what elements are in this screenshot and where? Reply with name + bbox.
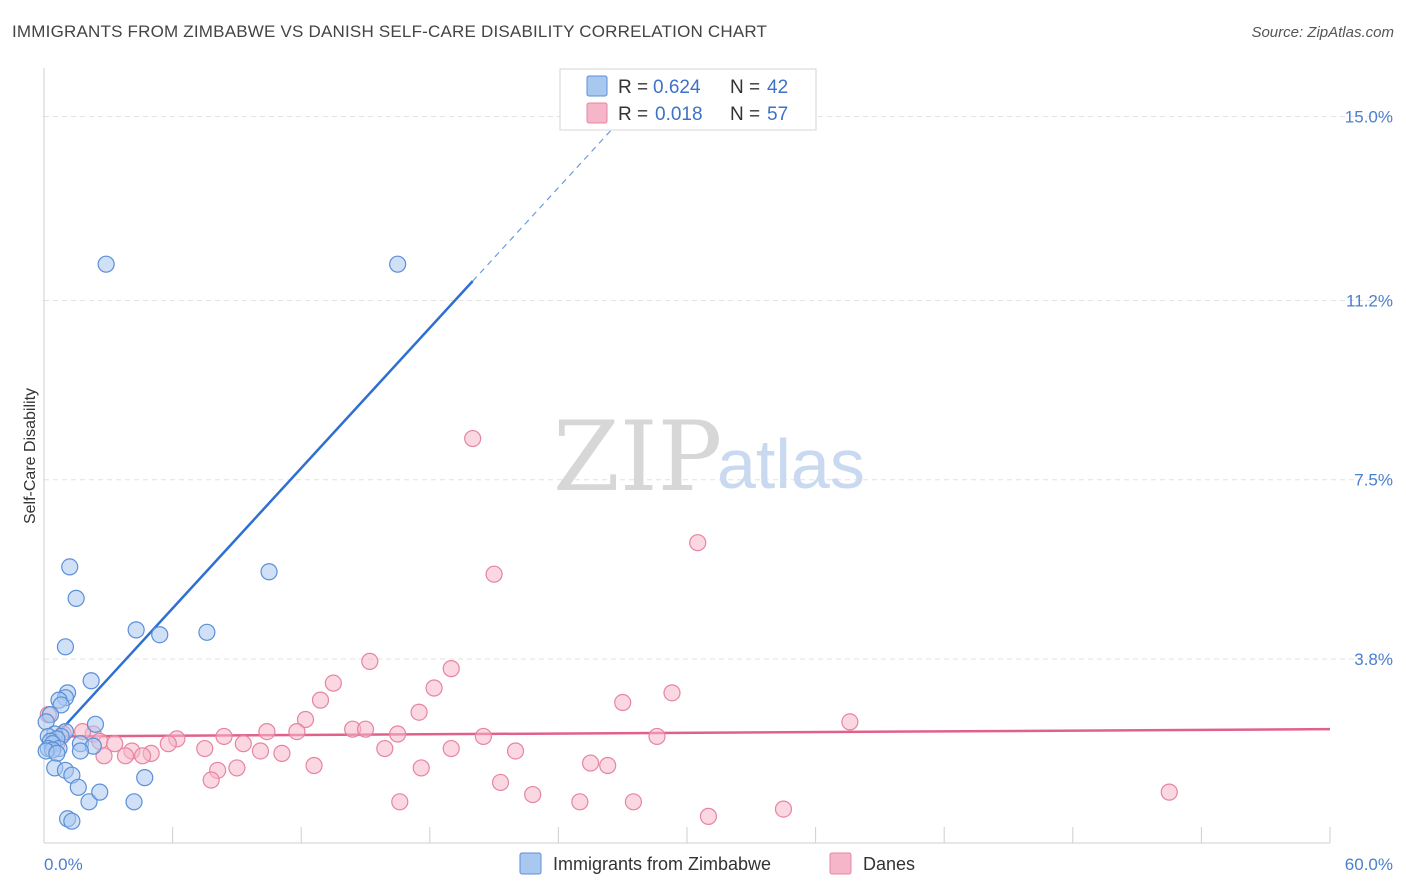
zimbabwe-point xyxy=(56,638,75,656)
danes-point xyxy=(296,710,315,729)
y-axis-label: Self-Care Disability xyxy=(22,388,39,524)
zimbabwe-point xyxy=(151,626,169,644)
danes-point xyxy=(699,807,718,825)
danes-point xyxy=(425,679,443,697)
watermark-atlas: atlas xyxy=(717,425,865,503)
danes-point xyxy=(389,725,407,743)
zimbabwe-point xyxy=(198,623,216,641)
danes-point xyxy=(624,793,643,811)
danes-point xyxy=(689,534,707,552)
legend-r-value-pink: 0.018 xyxy=(655,104,703,125)
zimbabwe-point xyxy=(69,778,87,796)
zimbabwe-point xyxy=(125,793,143,811)
danes-point xyxy=(485,565,503,583)
zimbabwe-point xyxy=(260,563,278,581)
danes-point xyxy=(159,735,177,753)
danes-point xyxy=(442,739,460,758)
danes-point xyxy=(251,742,270,760)
zimbabwe-point xyxy=(80,793,98,811)
danes-point xyxy=(95,747,113,765)
danes-trend-line xyxy=(43,727,1331,738)
danes-point xyxy=(774,800,793,818)
bottom-legend-swatch-danes xyxy=(829,852,852,875)
danes-point xyxy=(273,744,291,762)
y-tick-label: 7.5% xyxy=(1354,471,1393,490)
bottom-legend: Immigrants from Zimbabwe Danes xyxy=(519,852,915,875)
danes-point xyxy=(571,793,589,811)
danes-point xyxy=(202,771,220,789)
zimbabwe-point xyxy=(136,769,154,787)
legend-n-value-pink: 57 xyxy=(767,104,788,125)
danes-point xyxy=(491,773,510,792)
points-layer xyxy=(37,255,1178,830)
danes-point xyxy=(506,742,525,760)
grid-layer: 3.8% 7.5% 11.2% 15.0% xyxy=(43,107,1393,843)
legend-n-label-blue: N = xyxy=(730,77,760,98)
chart-title: IMMIGRANTS FROM ZIMBABWE VS DANISH SELF-… xyxy=(12,22,768,41)
x-tick-min: 0.0% xyxy=(44,855,83,874)
zimbabwe-point xyxy=(389,255,407,273)
danes-point xyxy=(410,703,428,721)
danes-point xyxy=(356,720,375,738)
danes-point xyxy=(258,722,276,741)
danes-point xyxy=(324,674,342,692)
legend-n-label-pink: N = xyxy=(730,104,760,125)
danes-point xyxy=(361,652,379,670)
zimbabwe-point xyxy=(97,255,115,273)
zimbabwe-point xyxy=(48,744,66,762)
danes-point xyxy=(1160,783,1178,801)
danes-point xyxy=(581,754,600,772)
bottom-legend-swatch-zimbabwe xyxy=(519,852,542,875)
danes-point xyxy=(648,727,666,746)
legend-r-value-blue: 0.624 xyxy=(653,77,701,98)
zimbabwe-trend-line xyxy=(43,280,474,750)
legend-box: R = 0.624 N = 42 R = 0.018 N = 57 xyxy=(559,68,817,131)
danes-point xyxy=(288,722,306,741)
zimbabwe-point xyxy=(71,742,90,760)
danes-point xyxy=(305,756,323,775)
legend-r-label-pink: R = xyxy=(618,104,648,125)
zimbabwe-point xyxy=(127,621,145,639)
danes-point xyxy=(311,691,330,709)
bottom-legend-label-danes: Danes xyxy=(863,854,915,874)
danes-point xyxy=(106,735,124,753)
danes-point xyxy=(524,785,542,804)
danes-point xyxy=(234,735,252,753)
zimbabwe-point xyxy=(63,812,81,830)
danes-point xyxy=(614,693,632,712)
y-tick-label: 15.0% xyxy=(1345,107,1393,126)
y-tick-label: 3.8% xyxy=(1354,650,1393,669)
danes-point xyxy=(442,660,460,678)
legend-n-value-blue: 42 xyxy=(767,77,788,98)
danes-point xyxy=(376,739,394,758)
danes-point xyxy=(474,727,492,746)
watermark-zip: ZIP xyxy=(553,401,722,513)
danes-point xyxy=(215,727,233,746)
zimbabwe-point xyxy=(82,672,100,690)
watermark: ZIP atlas xyxy=(553,401,865,513)
bottom-legend-label-zimbabwe: Immigrants from Zimbabwe xyxy=(553,854,771,874)
zimbabwe-point xyxy=(91,783,109,801)
zimbabwe-point xyxy=(86,715,105,733)
danes-point xyxy=(228,759,246,777)
danes-point xyxy=(599,756,617,775)
legend-r-label-blue: R = xyxy=(618,77,648,98)
legend-swatch-blue xyxy=(586,75,608,97)
danes-point xyxy=(391,793,409,811)
danes-point xyxy=(412,759,430,777)
x-tick-max: 60.0% xyxy=(1345,855,1393,874)
zimbabwe-point xyxy=(67,589,85,607)
y-tick-label: 11.2% xyxy=(1346,292,1393,311)
danes-point xyxy=(196,739,214,758)
danes-point xyxy=(464,429,482,448)
danes-point xyxy=(116,747,135,765)
danes-point xyxy=(841,713,859,731)
danes-point xyxy=(663,684,681,702)
zimbabwe-point xyxy=(61,558,79,576)
chart-source: Source: ZipAtlas.com xyxy=(1251,24,1394,41)
zimbabwe-point xyxy=(52,696,70,714)
danes-point xyxy=(133,747,152,765)
legend-swatch-pink xyxy=(586,102,608,124)
